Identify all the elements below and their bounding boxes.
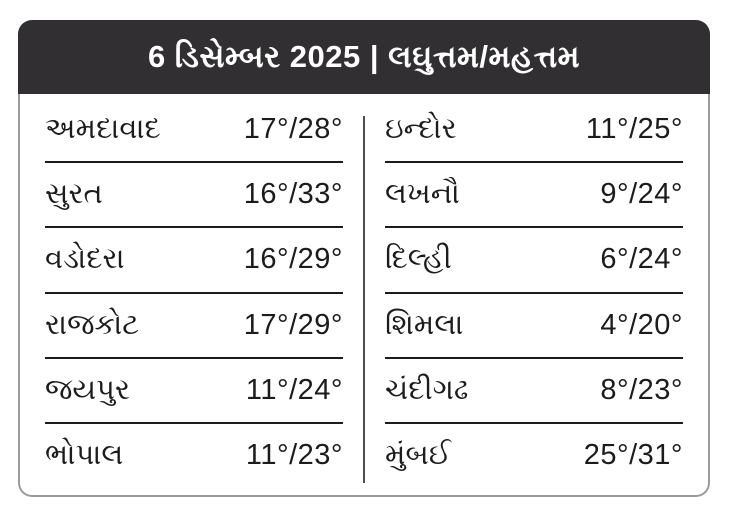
table-row: જયપુર 11°/24° [45, 359, 343, 424]
temperature-value: 8°/23° [600, 373, 683, 406]
table-row: વડોદરા 16°/29° [45, 228, 343, 294]
table-row: રાજકોટ 17°/29° [45, 294, 343, 359]
city-column-right: ઇન્દોર 11°/25° લખનૌ 9°/24° દિલ્હી 6°/24°… [364, 94, 708, 495]
temperature-value: 25°/31° [583, 438, 683, 471]
table-row: દિલ્હી 6°/24° [385, 228, 683, 294]
table-row: અમદાવાદ 17°/28° [45, 98, 343, 164]
weather-card: 6 ડિસેમ્બર 2025 | લઘુત્તમ/મહત્તમ અમદાવાદ… [18, 20, 710, 497]
temperature-value: 11°/25° [585, 113, 683, 146]
temperature-value: 9°/24° [600, 178, 683, 211]
temperature-value: 17°/29° [243, 308, 343, 341]
city-name: શિમલા [385, 308, 464, 341]
city-name: લખનૌ [385, 178, 460, 211]
city-name: જયપુર [45, 373, 130, 406]
city-name: ઇન્દોર [385, 113, 457, 146]
city-name: રાજકોટ [45, 308, 140, 341]
city-name: ચંદીગઢ [385, 373, 469, 406]
column-divider [363, 116, 365, 483]
temperature-value: 4°/20° [600, 308, 683, 341]
card-header: 6 ડિસેમ્બર 2025 | લઘુત્તમ/મહત્તમ [18, 20, 710, 94]
city-name: દિલ્હી [385, 243, 452, 276]
temperature-value: 6°/24° [600, 243, 683, 276]
city-column-left: અમદાવાદ 17°/28° સુરત 16°/33° વડોદરા 16°/… [20, 94, 364, 495]
temperature-value: 11°/24° [245, 373, 343, 406]
temperature-value: 17°/28° [243, 113, 343, 146]
city-name: અમદાવાદ [45, 113, 161, 146]
city-name: ભોપાલ [45, 438, 124, 471]
city-name: મુંબઈ [385, 438, 452, 471]
table-row: સુરત 16°/33° [45, 163, 343, 229]
table-row: શિમલા 4°/20° [385, 294, 683, 359]
table-row: મુંબઈ 25°/31° [385, 424, 683, 487]
table-row: ભોપાલ 11°/23° [45, 424, 343, 487]
temperature-value: 16°/29° [243, 243, 343, 276]
table-row: ઇન્દોર 11°/25° [385, 98, 683, 164]
temperature-value: 16°/33° [243, 178, 343, 211]
card-title: 6 ડિસેમ્બર 2025 | લઘુત્તમ/મહત્તમ [147, 38, 581, 74]
table-row: લખનૌ 9°/24° [385, 163, 683, 229]
temperature-value: 11°/23° [245, 438, 343, 471]
city-name: વડોદરા [45, 243, 125, 276]
city-name: સુરત [45, 178, 103, 211]
table-row: ચંદીગઢ 8°/23° [385, 359, 683, 424]
card-body: અમદાવાદ 17°/28° સુરત 16°/33° વડોદરા 16°/… [18, 94, 710, 497]
